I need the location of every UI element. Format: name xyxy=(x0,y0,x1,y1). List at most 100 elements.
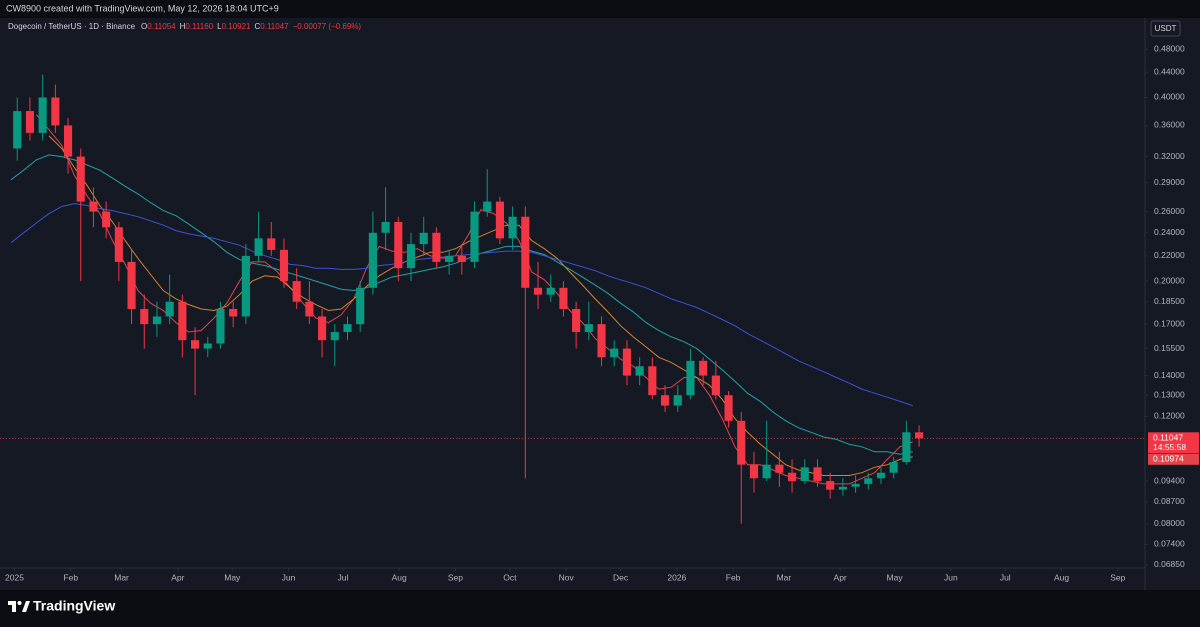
y-tick-label: 0.36000 xyxy=(1154,120,1185,130)
y-tick-label: 0.44000 xyxy=(1154,66,1185,76)
y-tick-label: 0.32000 xyxy=(1154,151,1185,161)
candle-body xyxy=(559,287,568,309)
y-tick-label: 0.17000 xyxy=(1154,318,1185,328)
y-tick-label: 0.29000 xyxy=(1154,177,1185,187)
brand: TradingView xyxy=(33,598,115,614)
candle-body xyxy=(254,238,263,256)
y-tick-label: 0.08000 xyxy=(1154,518,1185,528)
candle-body xyxy=(432,232,441,262)
candle-body xyxy=(521,216,530,288)
candle-body xyxy=(622,348,632,376)
y-tick-label: 0.40000 xyxy=(1154,92,1185,102)
logo-slash xyxy=(22,601,30,612)
x-tick-label: Mar xyxy=(777,572,792,582)
last-price-box xyxy=(1148,432,1199,454)
candle-body xyxy=(76,156,85,202)
candle-body xyxy=(533,287,543,295)
legend-key: L xyxy=(217,22,222,31)
candle-body xyxy=(572,308,581,333)
countdown: 14:55:58 xyxy=(1153,442,1186,452)
candle-body xyxy=(229,308,238,317)
y-tick-label: 0.06850 xyxy=(1154,559,1185,569)
x-tick-label: Feb xyxy=(63,572,78,582)
y-tick-label: 0.15500 xyxy=(1154,343,1185,353)
x-tick-label: May xyxy=(887,572,904,582)
x-tick-label: Jul xyxy=(338,572,349,582)
candle-body xyxy=(495,201,504,239)
candle-body xyxy=(635,366,644,376)
x-tick-label: Jun xyxy=(282,572,296,582)
x-tick-label: Apr xyxy=(171,572,184,582)
candle-body xyxy=(406,244,416,269)
candle-body xyxy=(787,472,797,482)
legend-value: 0.11047 xyxy=(260,22,289,31)
candle-body xyxy=(292,281,301,302)
currency: USDT xyxy=(1155,24,1177,33)
x-tick-label: Nov xyxy=(559,572,575,582)
candle-body xyxy=(826,481,835,490)
candle-body xyxy=(610,348,619,358)
candle-body xyxy=(140,308,149,325)
candle-body xyxy=(838,486,847,490)
ma-price-box xyxy=(1148,453,1199,465)
x-tick-label: Dec xyxy=(613,572,629,582)
candle-body xyxy=(25,111,35,133)
legend-change: −0.00077 (−0.69%) xyxy=(293,22,362,31)
candle-body xyxy=(699,360,708,376)
candle-body xyxy=(660,395,670,406)
candle-body xyxy=(216,308,225,344)
candle-body xyxy=(127,261,136,309)
moving-average-line xyxy=(48,135,913,476)
symbol-title: Dogecoin / TetherUS · 1D · Binance xyxy=(8,22,136,31)
candle-body xyxy=(902,432,911,463)
candle-body xyxy=(165,301,174,317)
candle-body xyxy=(762,464,771,479)
x-tick-label: 2025 xyxy=(5,572,24,582)
ma-price-label: 0.10974 xyxy=(1153,454,1184,464)
candle-body xyxy=(279,249,289,282)
candle-body xyxy=(356,287,365,325)
candle-body xyxy=(267,238,276,250)
x-tick-label: Aug xyxy=(392,572,407,582)
x-tick-label: Feb xyxy=(726,572,741,582)
x-tick-label: Mar xyxy=(114,572,129,582)
y-tick-label: 0.18500 xyxy=(1154,296,1185,306)
candle-body xyxy=(483,201,492,212)
currency-box xyxy=(1150,20,1181,37)
candle-body xyxy=(381,221,390,233)
candle-body xyxy=(749,464,759,479)
candles xyxy=(13,74,924,524)
y-tick-label: 0.20000 xyxy=(1154,275,1185,285)
candle-body xyxy=(648,366,657,396)
candle-body xyxy=(597,324,606,358)
y-tick-label: 0.14000 xyxy=(1154,370,1185,380)
candle-body xyxy=(584,324,593,333)
y-tick-label: 0.26000 xyxy=(1154,206,1185,216)
candle-body xyxy=(51,97,60,126)
candle-body xyxy=(152,316,162,325)
candle-body xyxy=(330,332,339,341)
legend-value: 0.10921 xyxy=(222,22,251,31)
candle-body xyxy=(241,255,250,317)
last-price-label: 0.11047 xyxy=(1153,433,1183,443)
x-tick-label: Jul xyxy=(1000,572,1011,582)
legend-key: O xyxy=(141,22,147,31)
candle-body xyxy=(546,287,555,295)
x-tick-label: 2026 xyxy=(667,572,686,582)
candle-body xyxy=(800,467,809,482)
candle-body xyxy=(864,478,873,484)
candle-body xyxy=(813,467,822,482)
candle-body xyxy=(305,301,314,317)
candle-body xyxy=(711,375,720,396)
y-tick-label: 0.24000 xyxy=(1154,227,1185,237)
legend-key: C xyxy=(254,22,260,31)
tradingview-logo xyxy=(8,601,30,612)
x-tick-label: Sep xyxy=(1110,572,1125,582)
candle-body xyxy=(343,324,352,333)
candle-body xyxy=(89,201,98,212)
candle-body xyxy=(775,464,784,473)
legend-value: 0.11054 xyxy=(147,22,176,31)
logo-dot xyxy=(17,601,22,605)
